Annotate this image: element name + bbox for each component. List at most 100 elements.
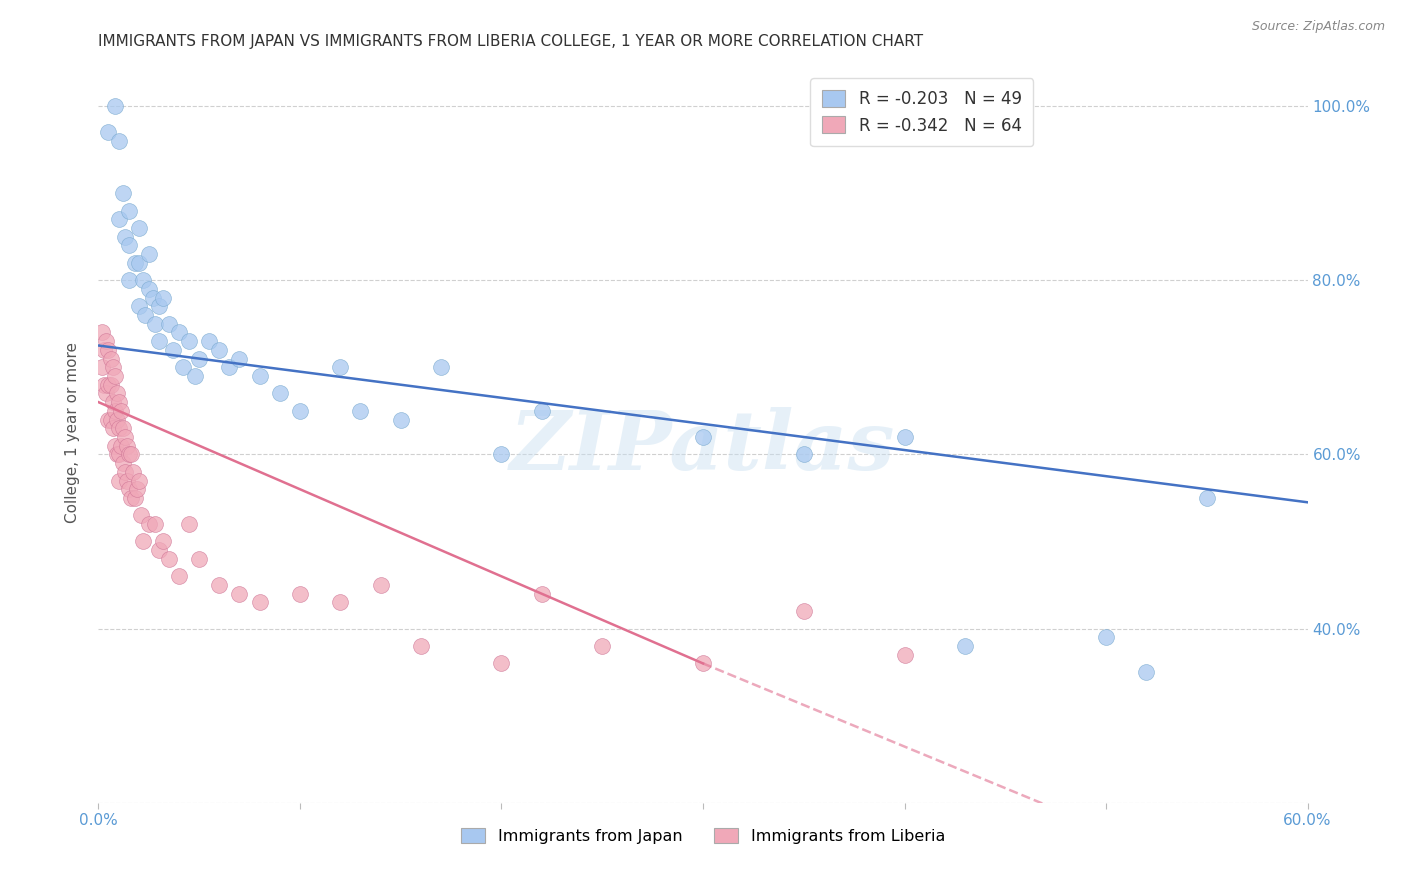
Point [530, 587, 553, 601]
Point [105, 447, 128, 461]
Point [118, 482, 141, 496]
Point [152, 534, 174, 549]
Point [105, 412, 128, 426]
Point [101, 395, 124, 409]
Point [370, 578, 392, 592]
Point [107, 474, 129, 488]
Point [132, 534, 155, 549]
Point [249, 369, 271, 384]
Point [115, 439, 138, 453]
Point [101, 421, 124, 435]
Point [120, 447, 142, 461]
Point [103, 99, 125, 113]
Point [118, 273, 141, 287]
Point [409, 639, 432, 653]
Point [172, 360, 194, 375]
Point [953, 639, 976, 653]
Point [111, 421, 134, 435]
Point [107, 447, 129, 461]
Point [208, 578, 231, 592]
Point [198, 334, 221, 348]
Point [148, 543, 170, 558]
Point [114, 430, 136, 444]
Point [228, 587, 250, 601]
Point [100, 351, 122, 366]
Point [97, 343, 120, 357]
Point [793, 447, 815, 461]
Point [218, 360, 240, 375]
Text: ZIPatlas: ZIPatlas [510, 408, 896, 487]
Point [107, 134, 129, 148]
Point [96, 386, 118, 401]
Point [329, 360, 352, 375]
Point [530, 404, 553, 418]
Point [491, 657, 513, 671]
Point [97, 377, 120, 392]
Point [389, 412, 412, 426]
Point [349, 404, 371, 418]
Point [288, 587, 311, 601]
Point [188, 552, 211, 566]
Point [167, 326, 190, 340]
Point [132, 273, 155, 287]
Point [148, 299, 170, 313]
Point [142, 291, 165, 305]
Point [329, 595, 352, 609]
Point [288, 404, 311, 418]
Point [110, 404, 132, 418]
Point [143, 317, 166, 331]
Point [124, 256, 146, 270]
Point [101, 360, 124, 375]
Point [105, 386, 128, 401]
Point [111, 456, 134, 470]
Point [893, 430, 915, 444]
Point [103, 404, 125, 418]
Point [91, 326, 114, 340]
Point [1195, 491, 1218, 505]
Point [138, 247, 160, 261]
Point [103, 439, 125, 453]
Point [152, 291, 174, 305]
Point [96, 334, 118, 348]
Point [125, 482, 148, 496]
Point [124, 491, 146, 505]
Point [129, 508, 152, 523]
Point [91, 360, 114, 375]
Point [1135, 665, 1157, 680]
Point [157, 552, 180, 566]
Point [188, 351, 211, 366]
Point [118, 203, 141, 218]
Point [100, 412, 122, 426]
Point [111, 186, 134, 200]
Point [134, 308, 156, 322]
Point [110, 439, 132, 453]
Point [100, 377, 122, 392]
Point [1095, 630, 1118, 644]
Y-axis label: College, 1 year or more: College, 1 year or more [65, 343, 80, 523]
Point [228, 351, 250, 366]
Point [114, 465, 136, 479]
Point [692, 430, 714, 444]
Point [107, 212, 129, 227]
Point [128, 256, 150, 270]
Point [179, 334, 201, 348]
Point [143, 517, 166, 532]
Point [120, 491, 142, 505]
Point [107, 395, 129, 409]
Point [107, 421, 129, 435]
Point [269, 386, 291, 401]
Point [179, 517, 201, 532]
Legend: Immigrants from Japan, Immigrants from Liberia: Immigrants from Japan, Immigrants from L… [454, 822, 952, 850]
Point [167, 569, 190, 583]
Text: IMMIGRANTS FROM JAPAN VS IMMIGRANTS FROM LIBERIA COLLEGE, 1 YEAR OR MORE CORRELA: IMMIGRANTS FROM JAPAN VS IMMIGRANTS FROM… [98, 34, 924, 49]
Point [93, 343, 115, 357]
Point [591, 639, 613, 653]
Point [249, 595, 271, 609]
Point [128, 474, 150, 488]
Point [118, 238, 141, 252]
Point [491, 447, 513, 461]
Point [93, 377, 115, 392]
Point [118, 447, 141, 461]
Point [114, 229, 136, 244]
Point [148, 334, 170, 348]
